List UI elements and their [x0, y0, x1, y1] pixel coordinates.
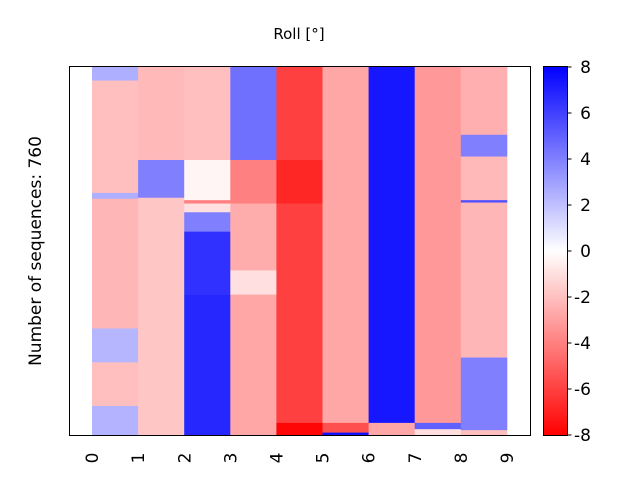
colorbar-tick-label: 8: [580, 58, 591, 78]
colorbar: [543, 66, 568, 436]
heatmap-cell-col4-seg0: [276, 67, 323, 161]
heatmap-cell-col1-seg1: [138, 159, 185, 199]
heatmap-cell-col0-seg0: [92, 67, 139, 81]
colorbar-tick-label: 0: [580, 242, 591, 262]
heatmap-cell-col5-seg1: [322, 422, 369, 433]
heatmap-cell-col3-seg1: [230, 159, 277, 204]
x-tick-label-4: 4: [268, 453, 288, 464]
heatmap-cell-col7-seg1: [414, 422, 462, 430]
heatmap-cell-col3-seg0: [230, 67, 277, 161]
heatmap-cell-col7-seg2: [414, 429, 462, 436]
colorbar-tick-label: -2: [574, 288, 591, 308]
colorbar-tick-label: -6: [574, 380, 591, 400]
heatmap-cell-col2-seg2: [184, 200, 231, 204]
x-tick-label-2: 2: [175, 453, 195, 464]
heatmap-cell-col3-seg4: [230, 294, 277, 436]
heatmap-cell-col2-seg1: [184, 159, 231, 201]
heatmap-cells: [92, 67, 508, 436]
heatmap-cell-col0-seg1: [92, 80, 139, 194]
heatmap-cell-col6-seg1: [368, 422, 416, 436]
heatmap-cell-col3-seg2: [230, 203, 277, 271]
heatmap-cell-col8-seg5: [460, 357, 508, 431]
heatmap-cell-col7-seg0: [414, 67, 462, 424]
colorbar-tick-label: 6: [580, 104, 591, 124]
x-tick-label-5: 5: [314, 453, 334, 464]
colorbar-tick-label: -4: [574, 334, 591, 354]
heatmap-cell-col8-seg6: [460, 430, 508, 436]
x-tick-label-6: 6: [360, 453, 380, 464]
heatmap-cell-col6-seg0: [368, 67, 416, 424]
heatmap-cell-col4-seg3: [276, 422, 323, 436]
colorbar-tick-label: -8: [574, 426, 591, 446]
heatmap-cell-col2-seg7: [184, 294, 231, 436]
heatmap-cell-col2-seg5: [184, 231, 231, 295]
heatmap-cell-col2-seg4: [184, 212, 231, 232]
plot-frame: [69, 66, 531, 436]
heatmap-cell-col1-seg2: [138, 197, 185, 436]
x-tick-label-9: 9: [498, 453, 518, 464]
heatmap-cell-col2-seg3: [184, 203, 231, 213]
heatmap-cell-col8-seg4: [460, 202, 508, 358]
heatmap-cell-col0-seg3: [92, 198, 139, 329]
heatmap-cell-col0-seg5: [92, 362, 139, 407]
heatmap-cell-col5-seg0: [322, 67, 369, 424]
x-tick-label-0: 0: [83, 453, 103, 464]
heatmap-cell-col0-seg2: [92, 192, 139, 199]
heatmap-cell-col8-seg0: [460, 67, 508, 136]
x-tick-label-7: 7: [406, 453, 426, 464]
chart-title: Roll [°]: [273, 25, 324, 43]
heatmap-cell-col5-seg2: [322, 432, 369, 436]
heatmap-cell-col4-seg1: [276, 159, 323, 204]
x-tick-label-8: 8: [452, 453, 472, 464]
heatmap-cell-col8-seg1: [460, 134, 508, 157]
colorbar-tick-label: 4: [580, 150, 591, 170]
colorbar-tick-label: 2: [580, 196, 591, 216]
x-tick-label-1: 1: [129, 453, 149, 464]
heatmap-cell-col4-seg2: [276, 203, 323, 424]
heatmap-cell-col0-seg4: [92, 328, 139, 363]
colorbar-ticks: 8 6 4 2 0 -2 -4 -6 -8: [567, 58, 591, 446]
heatmap-cell-col8-seg2: [460, 156, 508, 201]
x-tick-label-3: 3: [221, 453, 241, 464]
heatmap-cell-col3-seg3: [230, 270, 277, 295]
heatmap-cell-col1-seg0: [138, 67, 185, 161]
heatmap-cell-col8-seg3: [460, 200, 508, 203]
heatmap-cell-col2-seg0: [184, 67, 231, 161]
heatmap-cell-col0-seg6: [92, 405, 139, 436]
x-axis: 0 1 2 3 4 5 6 7 8 9: [83, 453, 518, 464]
y-axis-label: Number of sequences: 760: [26, 136, 46, 366]
